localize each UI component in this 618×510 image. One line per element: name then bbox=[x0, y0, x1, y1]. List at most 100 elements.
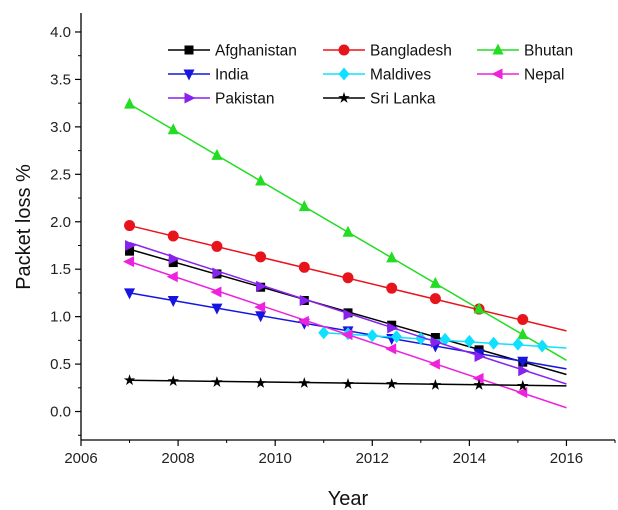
y-tick-label: 2.0 bbox=[50, 214, 71, 231]
legend-label-afghanistan: Afghanistan bbox=[215, 43, 297, 60]
data-point-bhutan bbox=[386, 251, 398, 263]
data-point-sri-lanka bbox=[167, 375, 179, 387]
legend-marker-india bbox=[183, 69, 195, 81]
y-tick-label: 0.5 bbox=[50, 356, 71, 373]
series-sri-lanka bbox=[123, 374, 567, 391]
legend-label-maldives: Maldives bbox=[370, 67, 431, 84]
data-point-bangladesh bbox=[124, 220, 136, 232]
data-point-bhutan bbox=[211, 148, 223, 160]
data-point-nepal bbox=[516, 387, 528, 399]
data-point-nepal bbox=[254, 301, 266, 313]
x-axis: 2006 2008 2010 2012 2014 2016 bbox=[64, 440, 616, 467]
data-point-sri-lanka bbox=[254, 377, 267, 388]
data-point-bangladesh bbox=[517, 313, 529, 325]
y-axis: 0.0 0.5 1.0 1.5 2.0 2.5 3.0 3.5 4.0 bbox=[50, 24, 81, 436]
y-axis-title: Packet loss % bbox=[13, 164, 35, 290]
data-point-sri-lanka bbox=[473, 378, 485, 390]
x-tick-label: 2016 bbox=[550, 450, 583, 467]
data-point-afghanistan bbox=[430, 333, 440, 343]
legend-marker-bangladesh bbox=[338, 44, 350, 56]
legend: Afghanistan Bangladesh Bhutan India Maldives… bbox=[160, 38, 590, 112]
data-point-maldives bbox=[366, 329, 378, 343]
data-point-pakistan bbox=[474, 350, 486, 362]
legend-marker-afghanistan bbox=[184, 45, 194, 55]
y-tick-label: 1.0 bbox=[50, 309, 71, 326]
data-point-nepal bbox=[166, 271, 178, 283]
legend-marker-maldives bbox=[338, 67, 350, 81]
data-point-bangladesh bbox=[255, 251, 267, 263]
data-point-maldives bbox=[391, 330, 403, 344]
data-point-bangladesh bbox=[298, 261, 310, 273]
data-point-bangladesh bbox=[167, 230, 179, 242]
data-point-pakistan bbox=[299, 295, 311, 307]
series-pakistan bbox=[125, 239, 567, 385]
x-tick-label: 2012 bbox=[356, 450, 389, 467]
data-point-maldives bbox=[512, 337, 524, 351]
legend-item-bhutan: Bhutan bbox=[477, 43, 573, 60]
data-point-pakistan bbox=[125, 239, 137, 251]
legend-item-india: India bbox=[168, 67, 249, 84]
data-point-afghanistan bbox=[168, 258, 178, 268]
legend-label-pakistan: Pakistan bbox=[215, 91, 274, 108]
legend-item-bangladesh: Bangladesh bbox=[323, 43, 452, 60]
series-bhutan bbox=[124, 97, 567, 361]
y-tick-label: 3.0 bbox=[50, 119, 71, 136]
data-point-bhutan bbox=[517, 328, 529, 340]
legend-label-bhutan: Bhutan bbox=[524, 43, 573, 60]
legend-label-india: India bbox=[215, 67, 249, 84]
data-point-pakistan bbox=[343, 309, 355, 321]
data-point-bhutan bbox=[342, 225, 354, 237]
data-point-sri-lanka bbox=[517, 379, 529, 391]
x-tick-label: 2014 bbox=[453, 450, 486, 467]
data-point-sri-lanka bbox=[298, 377, 311, 388]
series-maldives bbox=[318, 326, 567, 353]
data-point-sri-lanka bbox=[123, 374, 136, 386]
data-point-nepal bbox=[341, 329, 353, 341]
legend-marker-nepal bbox=[491, 68, 503, 80]
data-point-india bbox=[124, 288, 136, 300]
plot-frame bbox=[80, 13, 615, 441]
data-point-nepal bbox=[297, 315, 309, 327]
data-point-india bbox=[167, 296, 179, 308]
data-point-bangladesh bbox=[342, 272, 354, 284]
data-point-bangladesh bbox=[211, 240, 223, 252]
legend-label-bangladesh: Bangladesh bbox=[370, 43, 452, 60]
data-point-sri-lanka bbox=[211, 376, 223, 387]
data-point-bhutan bbox=[298, 200, 310, 212]
data-point-sri-lanka bbox=[385, 378, 398, 389]
legend-marker-sri-lanka bbox=[338, 92, 350, 103]
legend-item-sri-lanka: Sri Lanka bbox=[323, 91, 436, 108]
data-point-pakistan bbox=[387, 322, 399, 334]
data-point-pakistan bbox=[168, 253, 180, 265]
data-point-maldives bbox=[439, 332, 451, 346]
data-point-pakistan bbox=[430, 336, 442, 348]
data-point-india bbox=[255, 311, 267, 323]
legend-label-nepal: Nepal bbox=[524, 67, 565, 84]
y-tick-label: 4.0 bbox=[50, 24, 71, 41]
y-tick-label: 2.5 bbox=[50, 166, 71, 183]
data-point-nepal bbox=[123, 256, 135, 268]
y-tick-label: 1.5 bbox=[50, 261, 71, 278]
legend-item-afghanistan: Afghanistan bbox=[168, 43, 297, 60]
data-point-nepal bbox=[428, 358, 440, 370]
data-point-india bbox=[517, 356, 529, 368]
legend-label-sri-lanka: Sri Lanka bbox=[370, 91, 436, 108]
data-point-bhutan bbox=[429, 276, 441, 288]
data-point-maldives bbox=[536, 339, 548, 353]
data-point-sri-lanka bbox=[342, 378, 354, 389]
data-point-bhutan bbox=[167, 123, 179, 135]
data-point-pakistan bbox=[256, 280, 268, 292]
data-point-india bbox=[211, 303, 223, 315]
data-point-nepal bbox=[472, 372, 484, 384]
data-point-afghanistan bbox=[125, 246, 135, 256]
data-point-bhutan bbox=[124, 97, 136, 109]
data-point-nepal bbox=[210, 286, 222, 298]
data-point-bhutan bbox=[255, 174, 267, 186]
data-point-bangladesh bbox=[386, 282, 398, 294]
data-point-maldives bbox=[488, 336, 500, 350]
legend-marker-pakistan bbox=[184, 92, 196, 104]
y-tick-label: 3.5 bbox=[50, 71, 71, 88]
legend-marker-bhutan bbox=[492, 43, 504, 55]
data-point-pakistan bbox=[518, 365, 530, 377]
